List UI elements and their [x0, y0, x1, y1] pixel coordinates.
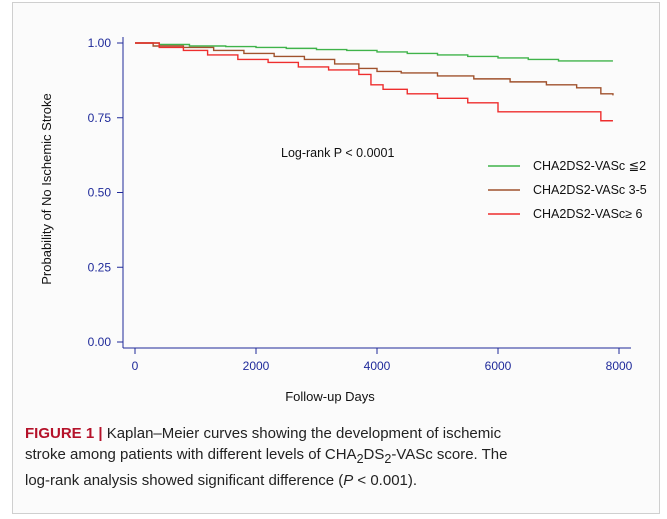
caption-line2-pre: stroke among patients with different lev…	[25, 446, 357, 463]
y-tick-label: 1.00	[88, 36, 112, 50]
chart-ticks: 0.00 0.25 0.50 0.75 1.00 0 2000 4000 6000 8000	[88, 36, 633, 373]
km-curve-1	[135, 42, 613, 62]
chart-curves	[135, 42, 614, 122]
legend-label-1: CHA2DS2-VASc ≦2	[533, 159, 646, 173]
legend-label-2: CHA2DS2-VASc 3-5	[533, 183, 647, 197]
caption-line2-post: -VASc score. The	[391, 446, 508, 463]
caption-figure-label: FIGURE 1 |	[25, 425, 103, 442]
x-tick-label: 4000	[364, 359, 391, 373]
y-tick-label: 0.75	[88, 111, 112, 125]
x-axis-title: Follow-up Days	[285, 389, 375, 404]
y-tick-label: 0.50	[88, 186, 112, 200]
y-tick-label: 0.25	[88, 260, 112, 274]
caption-line3-pre: log-rank analysis showed significant dif…	[25, 472, 344, 489]
y-axis-title: Probability of No Ischemic Stroke	[39, 93, 54, 284]
x-tick-label: 2000	[243, 359, 270, 373]
figure-panel: 0.00 0.25 0.50 0.75 1.00 0 2000 4000 6000 8000 Lo…	[12, 2, 660, 514]
figure-caption: FIGURE 1 | Kaplan–Meier curves showing t…	[25, 423, 643, 491]
caption-p-italic: P	[343, 472, 354, 489]
x-tick-label: 0	[132, 359, 139, 373]
caption-line2-mid: DS	[363, 446, 385, 463]
legend-label-3: CHA2DS2-VASc≥ 6	[533, 207, 642, 221]
caption-sub1: 2	[356, 452, 364, 466]
y-tick-label: 0.00	[88, 335, 112, 349]
km-curve-2	[135, 42, 614, 96]
caption-line1: Kaplan–Meier curves showing the developm…	[102, 425, 502, 442]
caption-line3-post: < 0.001).	[353, 472, 418, 489]
x-tick-label: 8000	[606, 359, 633, 373]
caption-sub2: 2	[384, 452, 392, 466]
x-tick-label: 6000	[485, 359, 512, 373]
km-curve-3	[135, 42, 613, 122]
chart-legend: CHA2DS2-VASc ≦2 CHA2DS2-VASc 3-5 CHA2DS2-V…	[488, 159, 647, 221]
logrank-annotation: Log-rank P < 0.0001	[281, 146, 394, 160]
kaplan-meier-chart: 0.00 0.25 0.50 0.75 1.00 0 2000 4000 6000 8000 Lo…	[39, 36, 647, 404]
